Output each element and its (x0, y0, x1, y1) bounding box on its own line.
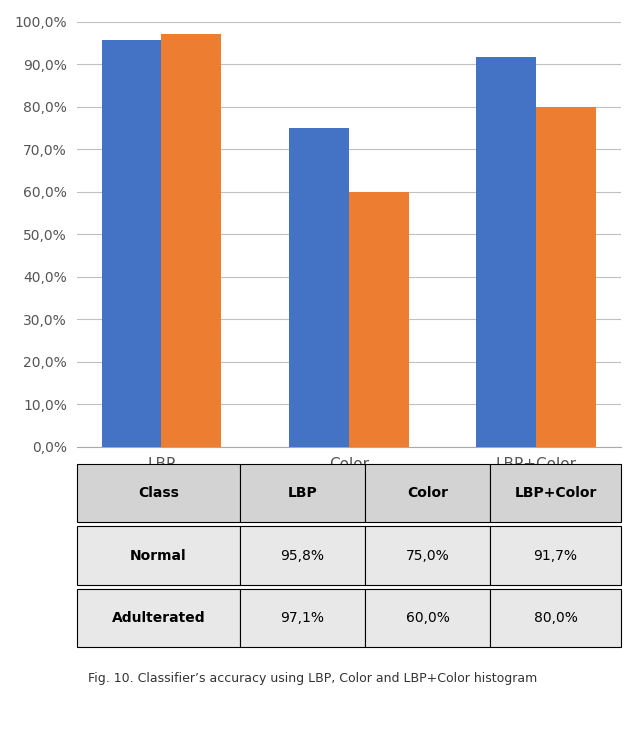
Text: 75,0%: 75,0% (406, 548, 449, 563)
FancyBboxPatch shape (77, 589, 240, 647)
FancyBboxPatch shape (365, 464, 490, 523)
FancyBboxPatch shape (490, 589, 621, 647)
Text: LBP: LBP (288, 486, 317, 500)
Bar (476, 57, 536, 447)
Text: Color: Color (407, 486, 448, 500)
FancyBboxPatch shape (490, 464, 621, 523)
Text: 80,0%: 80,0% (534, 611, 577, 625)
Text: Adulterated: Adulterated (111, 611, 205, 625)
Text: LBP+Color: LBP+Color (515, 486, 596, 500)
Text: Fig. 10. Classifier’s accuracy using LBP, Color and LBP+Color histogram: Fig. 10. Classifier’s accuracy using LBP… (88, 672, 537, 685)
Text: Normal: Normal (130, 548, 187, 563)
FancyBboxPatch shape (240, 526, 365, 585)
Bar (536, 107, 596, 447)
Text: 95,8%: 95,8% (280, 548, 324, 563)
FancyBboxPatch shape (365, 589, 490, 647)
FancyBboxPatch shape (490, 526, 621, 585)
Text: 97,1%: 97,1% (280, 611, 324, 625)
Bar (161, 34, 221, 447)
Text: 91,7%: 91,7% (534, 548, 577, 563)
Text: Class: Class (138, 486, 179, 500)
Bar (349, 192, 409, 447)
Text: 60,0%: 60,0% (406, 611, 450, 625)
FancyBboxPatch shape (77, 526, 240, 585)
Legend: Normal, Adulterated: Normal, Adulterated (246, 491, 451, 517)
Bar (289, 128, 349, 447)
FancyBboxPatch shape (240, 589, 365, 647)
FancyBboxPatch shape (240, 464, 365, 523)
Bar (102, 40, 161, 447)
FancyBboxPatch shape (77, 464, 240, 523)
FancyBboxPatch shape (365, 526, 490, 585)
